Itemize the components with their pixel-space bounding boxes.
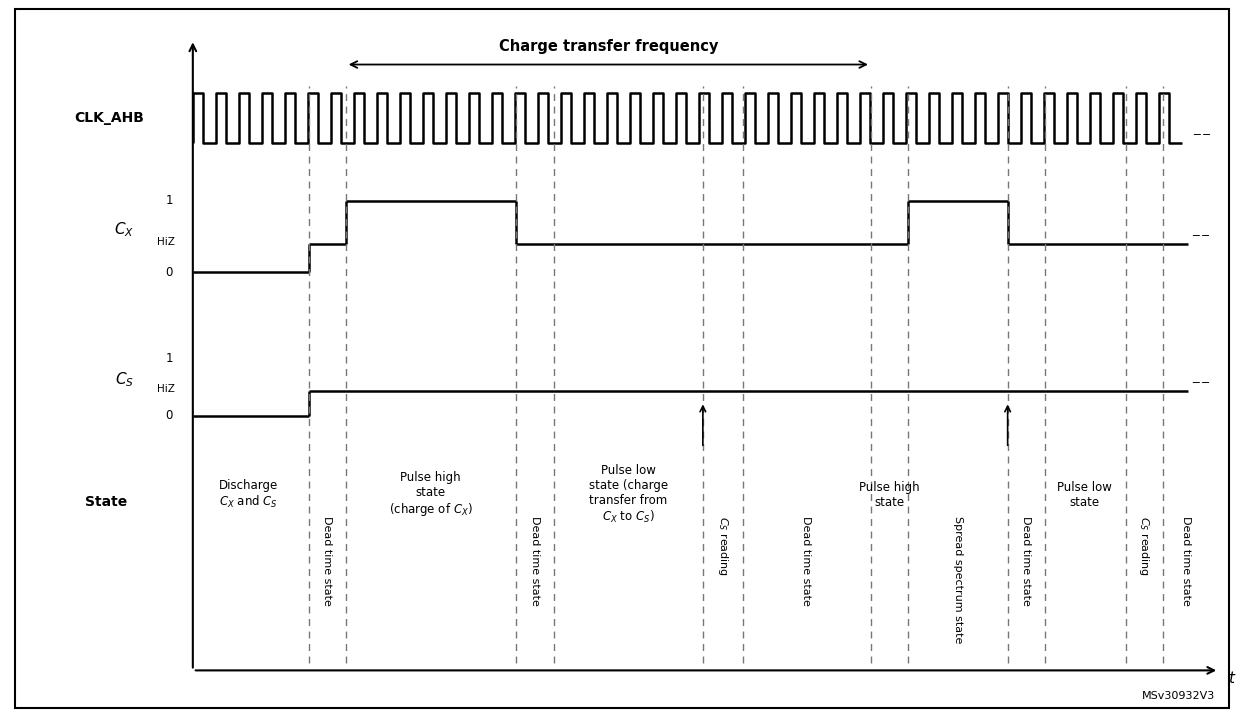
Text: Pulse low
state (charge
transfer from
$C_X$ to $C_S$): Pulse low state (charge transfer from $C… <box>588 464 668 526</box>
Text: $C_X$: $C_X$ <box>114 220 134 239</box>
Text: State: State <box>85 495 127 509</box>
Text: ─ ─: ─ ─ <box>1193 130 1210 140</box>
Text: t: t <box>1228 672 1234 686</box>
Text: Charge transfer frequency: Charge transfer frequency <box>499 39 718 54</box>
Text: ─ ─: ─ ─ <box>1192 232 1209 242</box>
Text: Dead time state: Dead time state <box>530 516 540 606</box>
Text: Discharge
$C_X$ and $C_S$: Discharge $C_X$ and $C_S$ <box>219 479 279 511</box>
Text: 1: 1 <box>165 352 173 365</box>
Text: $C_S$ reading: $C_S$ reading <box>1137 516 1152 576</box>
Text: HiZ: HiZ <box>157 384 174 394</box>
Text: ─ ─: ─ ─ <box>1192 379 1209 389</box>
Text: MSv30932V3: MSv30932V3 <box>1142 691 1215 701</box>
Text: Spread spectrum state: Spread spectrum state <box>953 516 963 644</box>
Text: Pulse low
state: Pulse low state <box>1057 480 1112 509</box>
Text: CLK_AHB: CLK_AHB <box>75 111 144 125</box>
Text: Pulse high
state: Pulse high state <box>860 480 919 509</box>
Text: 0: 0 <box>165 266 173 279</box>
Text: 0: 0 <box>165 409 173 422</box>
Text: HiZ: HiZ <box>157 237 174 247</box>
Text: $C_S$: $C_S$ <box>114 371 134 389</box>
Text: Dead time state: Dead time state <box>1181 516 1191 606</box>
Text: Pulse high
state
(charge of $C_X$): Pulse high state (charge of $C_X$) <box>388 471 473 518</box>
Text: Dead time state: Dead time state <box>1021 516 1031 606</box>
Text: Dead time state: Dead time state <box>322 516 332 606</box>
Text: 1: 1 <box>165 194 173 207</box>
Text: $C_S$ reading: $C_S$ reading <box>715 516 730 576</box>
Text: Dead time state: Dead time state <box>801 516 811 606</box>
